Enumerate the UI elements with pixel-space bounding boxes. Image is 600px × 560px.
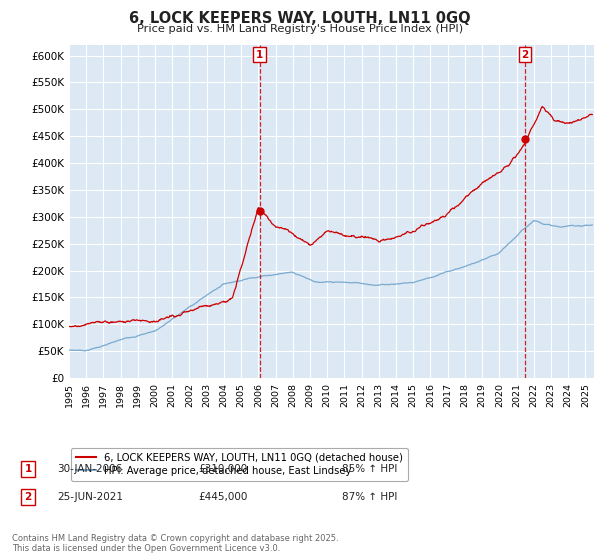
Text: 6, LOCK KEEPERS WAY, LOUTH, LN11 0GQ: 6, LOCK KEEPERS WAY, LOUTH, LN11 0GQ: [129, 11, 471, 26]
Text: £445,000: £445,000: [198, 492, 247, 502]
Text: 1: 1: [256, 50, 263, 60]
Text: 87% ↑ HPI: 87% ↑ HPI: [342, 492, 397, 502]
Text: 85% ↑ HPI: 85% ↑ HPI: [342, 464, 397, 474]
Legend: 6, LOCK KEEPERS WAY, LOUTH, LN11 0GQ (detached house), HPI: Average price, detac: 6, LOCK KEEPERS WAY, LOUTH, LN11 0GQ (de…: [71, 448, 408, 481]
Text: Price paid vs. HM Land Registry's House Price Index (HPI): Price paid vs. HM Land Registry's House …: [137, 24, 463, 34]
Text: £310,000: £310,000: [198, 464, 247, 474]
Text: Contains HM Land Registry data © Crown copyright and database right 2025.
This d: Contains HM Land Registry data © Crown c…: [12, 534, 338, 553]
Text: 30-JAN-2006: 30-JAN-2006: [57, 464, 122, 474]
Text: 1: 1: [25, 464, 32, 474]
Text: 2: 2: [25, 492, 32, 502]
Text: 2: 2: [521, 50, 529, 60]
Text: 25-JUN-2021: 25-JUN-2021: [57, 492, 123, 502]
